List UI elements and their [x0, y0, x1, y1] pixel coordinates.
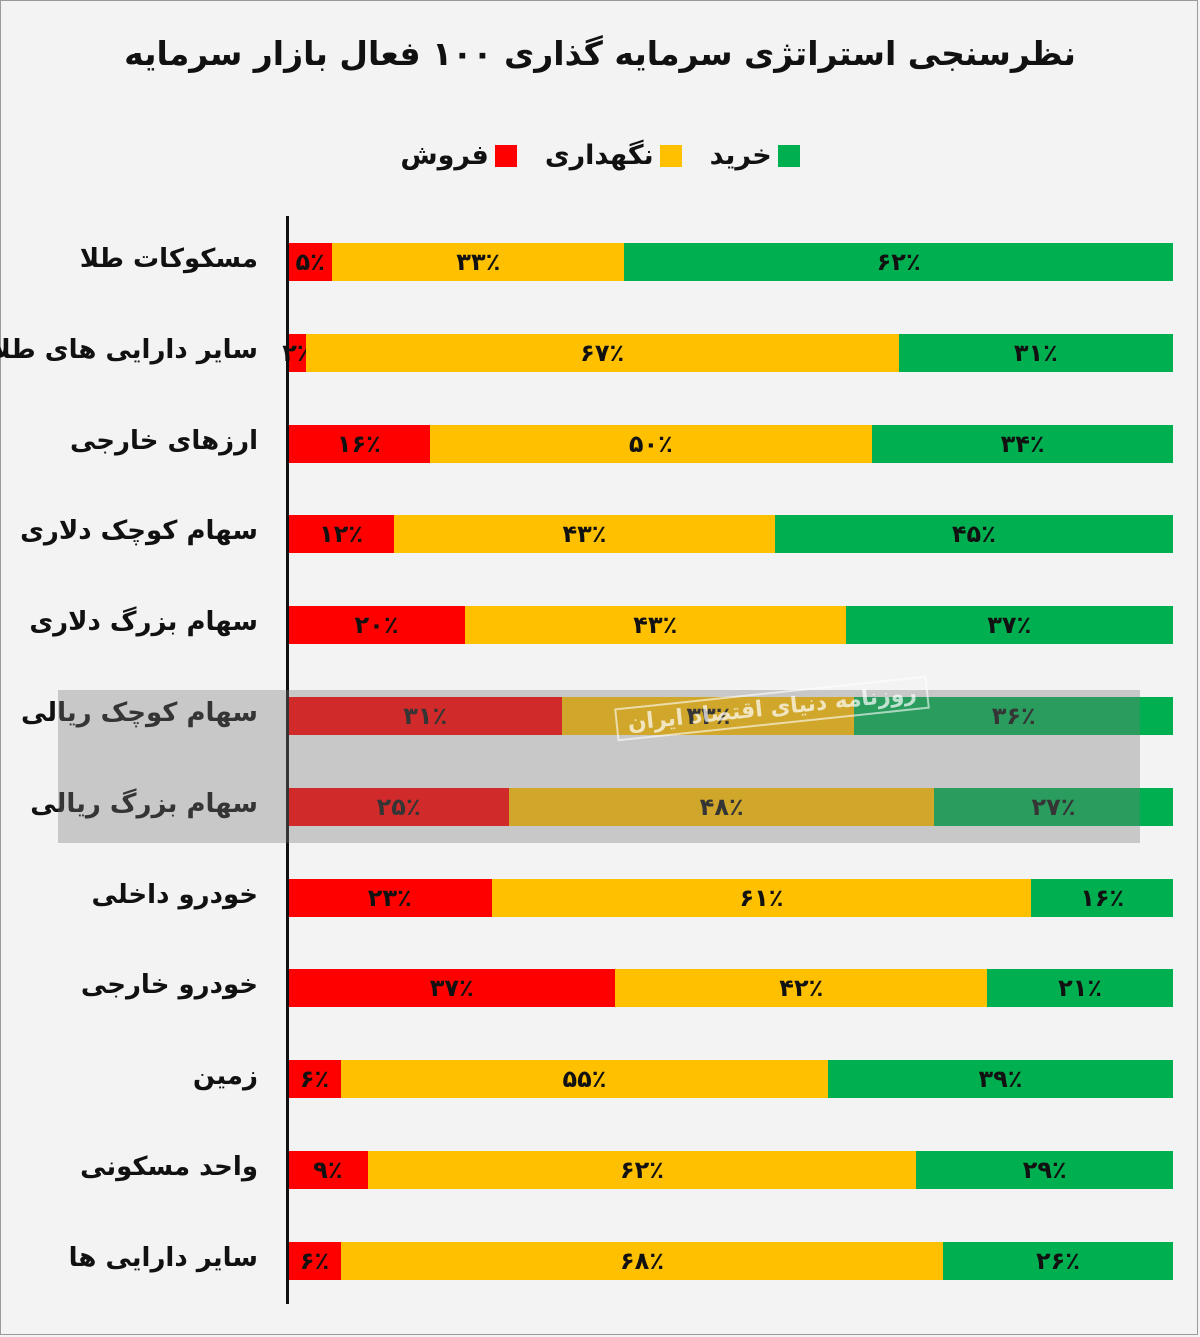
bar-segment [845, 606, 1173, 644]
category-label: سهام بزرگ ریالی [30, 789, 258, 819]
category-label: خودرو داخلی [91, 880, 258, 910]
category-label: سایر دارایی ها [68, 1243, 258, 1273]
data-label: ۴۲٪ [779, 974, 824, 1002]
bar-segment [774, 515, 1173, 553]
bar-segment [987, 969, 1173, 1007]
category-label: خودرو خارجی [80, 970, 258, 1000]
bar-segment [934, 788, 1173, 826]
bar-segment [288, 243, 333, 281]
legend-item-2: فروش [400, 140, 517, 171]
bar-segment [562, 697, 855, 735]
bar-segment [288, 606, 465, 644]
bar-segment [898, 334, 1173, 372]
category-label: ارزهای خارجی [69, 426, 258, 456]
bar-segment [288, 334, 306, 372]
bar-segment [429, 425, 873, 463]
bar-segment [305, 334, 899, 372]
data-label: ۶۸٪ [620, 1247, 664, 1275]
data-label: ۱۶٪ [336, 430, 381, 458]
data-label: ۲۶٪ [1035, 1247, 1080, 1275]
chart-title: نظرسنجی استراتژی سرمایه گذاری ۱۰۰ فعال ب… [124, 34, 1076, 73]
data-label: ۲۱٪ [1058, 974, 1103, 1002]
bar-segment [942, 1242, 1173, 1280]
data-label: ۶۲٪ [876, 248, 921, 276]
legend-label: نگهداری [544, 140, 654, 171]
data-label: ۲۹٪ [1022, 1156, 1067, 1184]
data-label: ۲۳٪ [367, 884, 412, 912]
legend-swatch [777, 144, 800, 167]
data-label: ۳۹٪ [978, 1065, 1023, 1093]
bar-segment [288, 697, 563, 735]
data-label: ۶۷٪ [580, 339, 625, 367]
bar-segment [1031, 879, 1173, 917]
bar-segment [288, 1151, 368, 1189]
legend-label: خرید [709, 140, 772, 171]
legend-item-1: نگهداری [545, 140, 682, 171]
bar-segment [491, 879, 1032, 917]
bar-segment [394, 515, 775, 553]
category-label: سهام کوچک ریالی [21, 698, 258, 728]
bar-segment [916, 1151, 1173, 1189]
category-label: مسکوکات طلا [79, 244, 258, 274]
data-label: ۳۴٪ [1000, 430, 1045, 458]
data-label: ۵۵٪ [562, 1065, 607, 1093]
category-label: سهام کوچک دلاری [20, 516, 258, 546]
legend-item-0: خرید [710, 140, 800, 171]
bar-segment [827, 1060, 1173, 1098]
bar-segment [332, 243, 625, 281]
data-label: ۳۳٪ [456, 248, 501, 276]
bar-segment [288, 788, 510, 826]
bar-segment [854, 697, 1173, 735]
data-label: ۶٪ [299, 1247, 330, 1275]
data-label: ۱۲٪ [319, 520, 364, 548]
bar-segment [341, 1060, 828, 1098]
bar-segment [624, 243, 1173, 281]
legend-label: فروش [400, 140, 489, 171]
data-label: ۳۷٪ [429, 974, 474, 1002]
data-label: ۵۰٪ [628, 430, 673, 458]
data-label: ۴۳٪ [562, 520, 607, 548]
data-label: ۵٪ [295, 248, 325, 276]
data-label: ۱۶٪ [1080, 884, 1125, 912]
data-label: ۶٪ [299, 1065, 330, 1093]
data-label: ۳۳٪ [686, 702, 731, 730]
legend-swatch [659, 144, 682, 167]
bar-segment [367, 1151, 917, 1189]
chart-legend: خرید نگهداری فروش [0, 140, 1200, 171]
category-label: زمین [192, 1061, 258, 1091]
bar-segment [288, 969, 616, 1007]
data-label: ۴۳٪ [633, 611, 678, 639]
bar-segment [872, 425, 1173, 463]
data-label: ۳۱٪ [403, 702, 448, 730]
category-label: سایر دارایی های طلا [0, 335, 258, 365]
bar-segment [288, 515, 395, 553]
bar-segment [288, 1242, 342, 1280]
y-axis-line [286, 216, 289, 1304]
bar-segment [288, 425, 430, 463]
data-label: ۴۸٪ [699, 793, 744, 821]
data-label: ۳۶٪ [991, 702, 1036, 730]
data-label: ۳۱٪ [1013, 339, 1058, 367]
category-label: سهام بزرگ دلاری [29, 607, 258, 637]
data-label: ۶۲٪ [620, 1156, 664, 1184]
bar-segment [288, 879, 492, 917]
data-label: ۲۷٪ [1031, 793, 1076, 821]
legend-swatch [494, 144, 517, 167]
bar-segment [465, 606, 846, 644]
watermark-band [58, 690, 1140, 843]
data-label: ۹٪ [313, 1156, 343, 1184]
data-label: ۶۱٪ [739, 884, 784, 912]
bar-segment [341, 1242, 943, 1280]
data-label: ۲۵٪ [376, 793, 421, 821]
data-label: ۳۷٪ [987, 611, 1032, 639]
bar-segment [288, 1060, 342, 1098]
data-label: ۲۰٪ [354, 611, 399, 639]
data-label: ۴۵٪ [951, 520, 996, 548]
category-label: واحد مسکونی [80, 1152, 258, 1182]
bar-segment [509, 788, 935, 826]
bar-segment [615, 969, 988, 1007]
